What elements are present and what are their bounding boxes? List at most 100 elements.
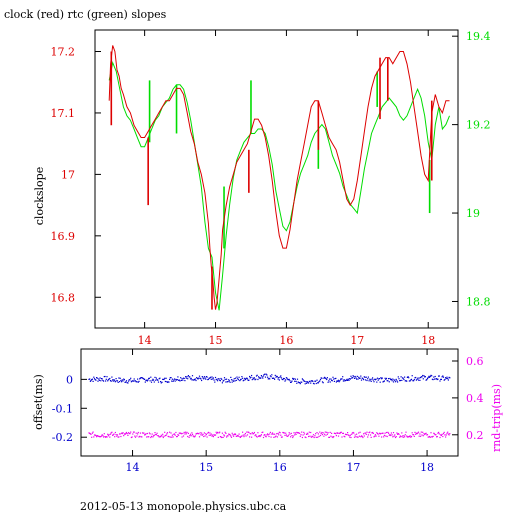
offset-point [228, 380, 230, 382]
y2-tick-label: 0.4 [466, 392, 484, 405]
offset-point [422, 374, 424, 377]
rndtrip-point [268, 435, 270, 438]
offset-point [324, 377, 326, 379]
rndtrip-point [160, 434, 162, 436]
rndtrip-point [206, 436, 208, 438]
rndtrip-point [389, 434, 391, 436]
rndtrip-point [395, 436, 397, 438]
offset-point [115, 378, 117, 380]
rndtrip-point [234, 433, 236, 435]
rndtrip-point [132, 431, 135, 433]
offset-point [361, 377, 363, 379]
offset-point [260, 375, 262, 377]
offset-point [125, 381, 127, 383]
rndtrip-point [352, 431, 354, 434]
offset-point [134, 380, 137, 382]
rndtrip-point [258, 435, 260, 437]
offset-point [298, 382, 300, 384]
offset-point [306, 381, 308, 383]
offset-point [435, 378, 437, 380]
rndtrip-point [363, 433, 365, 435]
offset-point [238, 376, 240, 378]
rndtrip-point [178, 432, 180, 434]
offset-point [200, 378, 202, 380]
rndtrip-point [132, 433, 134, 435]
offset-point [170, 377, 172, 379]
offset-point [202, 377, 204, 379]
rndtrip-point [198, 433, 200, 435]
offset-point [89, 380, 91, 382]
offset-point [197, 378, 199, 380]
offset-point [433, 376, 435, 378]
offset-point [196, 377, 198, 379]
offset-point [289, 380, 291, 382]
offset-point [249, 377, 251, 379]
rndtrip-point [151, 433, 153, 435]
rndtrip-point [260, 434, 262, 436]
rndtrip-point [384, 432, 386, 434]
offset-point [367, 378, 369, 380]
offset-point [407, 376, 409, 378]
offset-point [445, 377, 447, 380]
x-tick-label: 16 [279, 334, 293, 347]
rndtrip-point [249, 436, 251, 438]
rndtrip-point [185, 431, 187, 433]
offset-point [218, 378, 220, 380]
rndtrip-point [259, 435, 261, 438]
rndtrip-point [153, 434, 155, 436]
rndtrip-point [301, 431, 303, 433]
offset-point [410, 379, 412, 381]
offset-point [375, 378, 377, 380]
offset-point [144, 378, 146, 380]
offset-point [168, 381, 170, 383]
rndtrip-point [310, 431, 312, 434]
offset-point [93, 378, 96, 380]
offset-point [360, 379, 363, 381]
offset-point [126, 382, 128, 384]
offset-point [320, 377, 322, 379]
rndtrip-point [230, 435, 232, 437]
rndtrip-point [219, 431, 221, 433]
rndtrip-point [222, 436, 224, 438]
offset-point [208, 377, 210, 379]
offset-point [399, 379, 401, 382]
offset-point [415, 376, 417, 379]
offset-point [428, 375, 430, 377]
rndtrip-point [314, 435, 316, 437]
rndtrip-point [418, 435, 420, 437]
rndtrip-point [374, 435, 376, 437]
rndtrip-point [270, 436, 272, 438]
offset-point [108, 378, 110, 380]
rndtrip-point [279, 432, 281, 434]
offset-point [296, 378, 299, 380]
offset-point [233, 378, 235, 380]
rndtrip-point [203, 432, 205, 434]
offset-point [290, 381, 292, 383]
offset-point [314, 380, 316, 382]
rndtrip-point [313, 436, 315, 439]
offset-point [353, 376, 355, 378]
rndtrip-point [317, 436, 319, 438]
offset-point [177, 376, 179, 378]
x-tick-label: 16 [273, 461, 287, 474]
rndtrip-point [238, 433, 240, 435]
offset-point [114, 380, 116, 382]
rndtrip-point [229, 434, 231, 436]
rndtrip-point [290, 432, 292, 434]
rndtrip-point [110, 432, 112, 434]
rndtrip-point [426, 434, 429, 436]
offset-point [98, 378, 100, 380]
offset-point [166, 381, 169, 383]
offset-point [392, 381, 395, 383]
rndtrip-point [139, 432, 141, 434]
rndtrip-point [196, 433, 198, 435]
offset-plot-frame [80, 348, 459, 457]
rndtrip-point [220, 436, 222, 438]
offset-point [368, 380, 370, 382]
rndtrip-point [293, 432, 295, 434]
offset-point [146, 380, 148, 382]
chart-title: clock (red) rtc (green) slopes [4, 8, 167, 21]
offset-point [251, 379, 253, 381]
offset-point [243, 379, 245, 381]
rndtrip-point [138, 436, 140, 438]
